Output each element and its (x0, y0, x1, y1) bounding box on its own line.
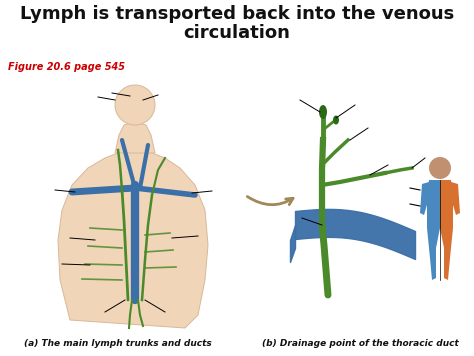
Polygon shape (58, 150, 208, 328)
Text: (b) Drainage point of the thoracic duct: (b) Drainage point of the thoracic duct (262, 339, 458, 348)
Text: (a) The main lymph trunks and ducts: (a) The main lymph trunks and ducts (24, 339, 212, 348)
Ellipse shape (333, 115, 339, 125)
Ellipse shape (319, 105, 327, 119)
Circle shape (115, 85, 155, 125)
Polygon shape (115, 122, 155, 153)
Polygon shape (420, 182, 429, 215)
Text: Lymph is transported back into the venous: Lymph is transported back into the venou… (20, 5, 454, 23)
Polygon shape (440, 180, 453, 280)
Text: Figure 20.6 page 545: Figure 20.6 page 545 (8, 62, 125, 72)
Polygon shape (427, 180, 440, 280)
FancyArrowPatch shape (247, 197, 293, 205)
Text: circulation: circulation (183, 24, 291, 42)
Circle shape (429, 157, 451, 179)
Polygon shape (451, 182, 460, 215)
